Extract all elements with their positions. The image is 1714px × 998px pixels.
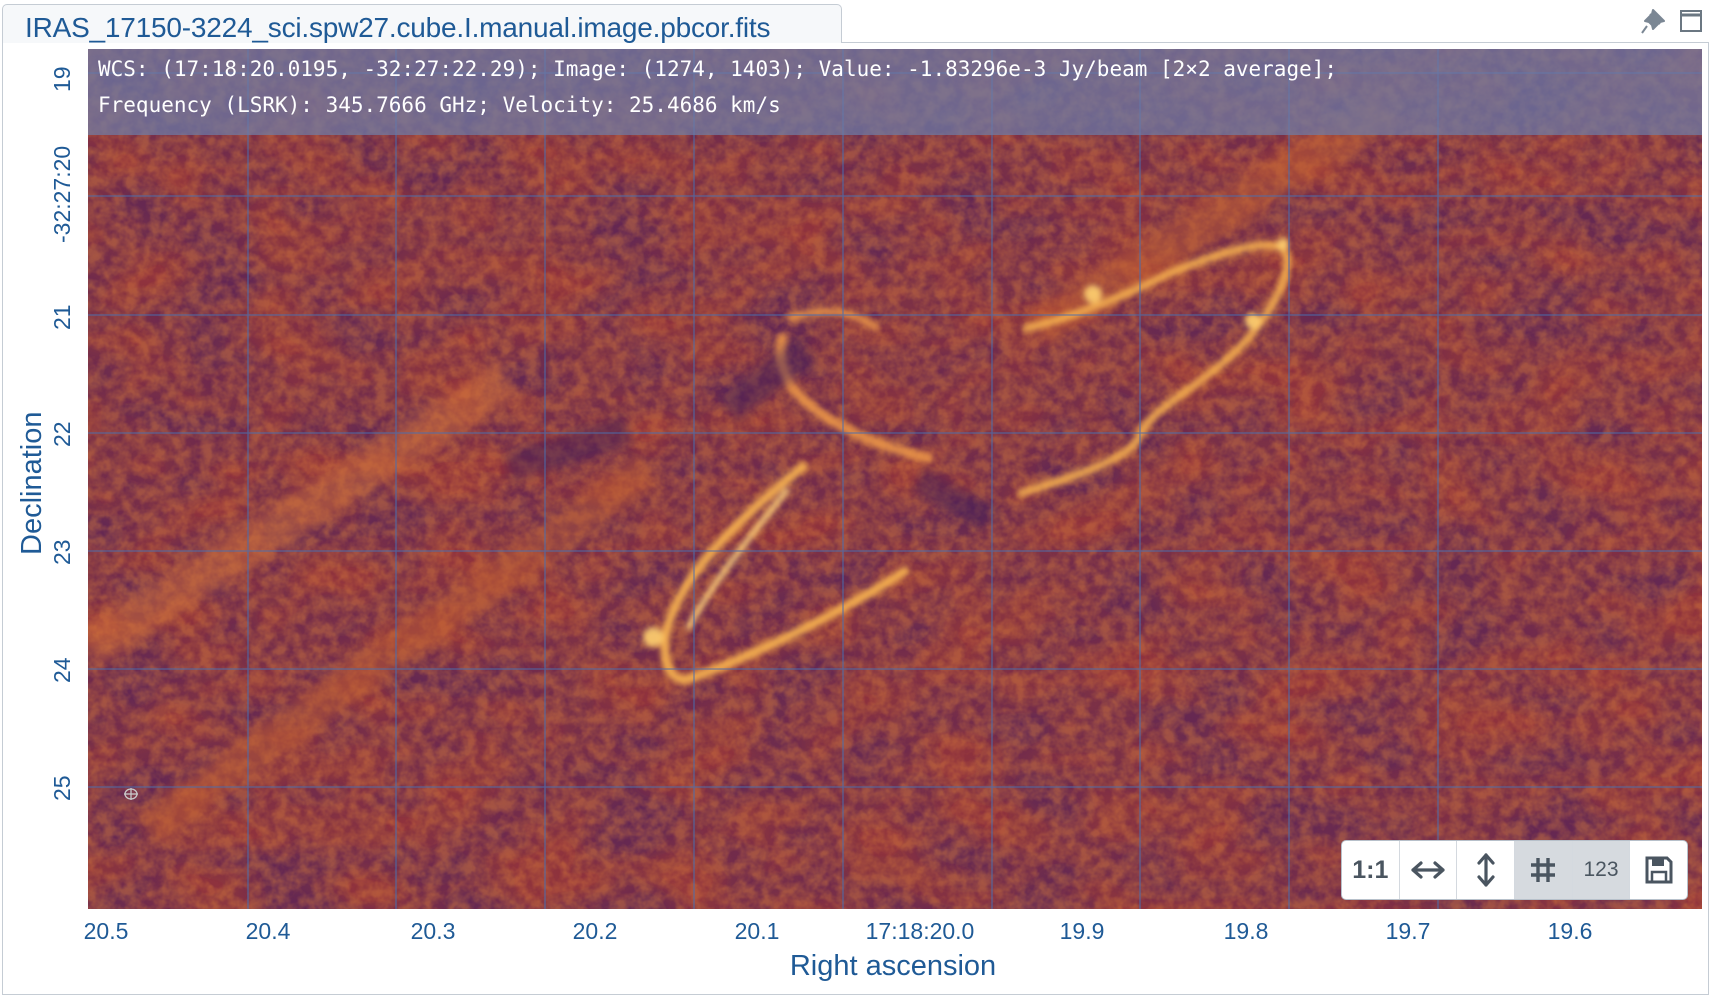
pin-icon[interactable]: [1638, 6, 1668, 36]
floppy-disk-icon: [1645, 856, 1673, 884]
y-tick-label: 19: [49, 66, 75, 92]
horizontal-arrows-icon: [1411, 861, 1445, 879]
x-tick-label: 20.2: [572, 918, 618, 944]
grid-icon: [1531, 858, 1556, 882]
vertical-arrows-icon: [1477, 853, 1495, 887]
file-tab-title: IRAS_17150-3224_sci.spw27.cube.I.manual.…: [25, 12, 771, 43]
x-tick-label: 17:18:20.0: [865, 918, 975, 944]
x-tick-label: 19.8: [1223, 918, 1269, 944]
cursor-info-overlay: WCS: (17:18:20.0195, -32:27:22.29); Imag…: [88, 49, 1702, 135]
y-tick-label: 25: [49, 775, 75, 801]
y-tick-label: 24: [49, 657, 75, 683]
x-tick-label: 20.1: [734, 918, 780, 944]
fit-height-button[interactable]: [1457, 841, 1516, 899]
y-tick-label: 21: [49, 304, 75, 330]
x-tick-label: 19.7: [1385, 918, 1431, 944]
save-image-button[interactable]: [1630, 841, 1687, 899]
toggle-grid-button[interactable]: [1515, 841, 1573, 899]
cursor-info-wcs: WCS: (17:18:20.0195, -32:27:22.29); Imag…: [98, 57, 1338, 81]
maximize-icon[interactable]: [1678, 8, 1704, 34]
toggle-labels-button[interactable]: 123: [1572, 841, 1631, 899]
zoom-1to1-label: 1:1: [1352, 855, 1389, 884]
labels-toggle-label: 123: [1583, 858, 1619, 881]
x-tick-label: 19.9: [1059, 918, 1105, 944]
file-tab[interactable]: IRAS_17150-3224_sci.spw27.cube.I.manual.…: [2, 4, 842, 43]
fit-width-button[interactable]: [1400, 841, 1458, 899]
x-axis-label: Right ascension: [789, 950, 997, 982]
image-canvas[interactable]: [88, 49, 1702, 909]
image-toolbar: 1:1 123: [1341, 840, 1688, 900]
x-tick-label: 20.3: [410, 918, 456, 944]
y-axis-label: Declination: [16, 411, 48, 555]
y-tick-label: 23: [49, 539, 75, 565]
x-tick-label: 19.6: [1547, 918, 1593, 944]
beam-ellipse: [124, 788, 138, 800]
image-raster: [88, 49, 1702, 909]
x-tick-label: 20.4: [245, 918, 291, 944]
y-tick-label: 22: [49, 421, 75, 447]
y-tick-label: -32:27:20: [49, 145, 75, 243]
x-tick-label: 20.5: [83, 918, 129, 944]
zoom-1to1-button[interactable]: 1:1: [1342, 841, 1400, 899]
cursor-info-spectral: Frequency (LSRK): 345.7666 GHz; Velocity…: [98, 93, 781, 117]
